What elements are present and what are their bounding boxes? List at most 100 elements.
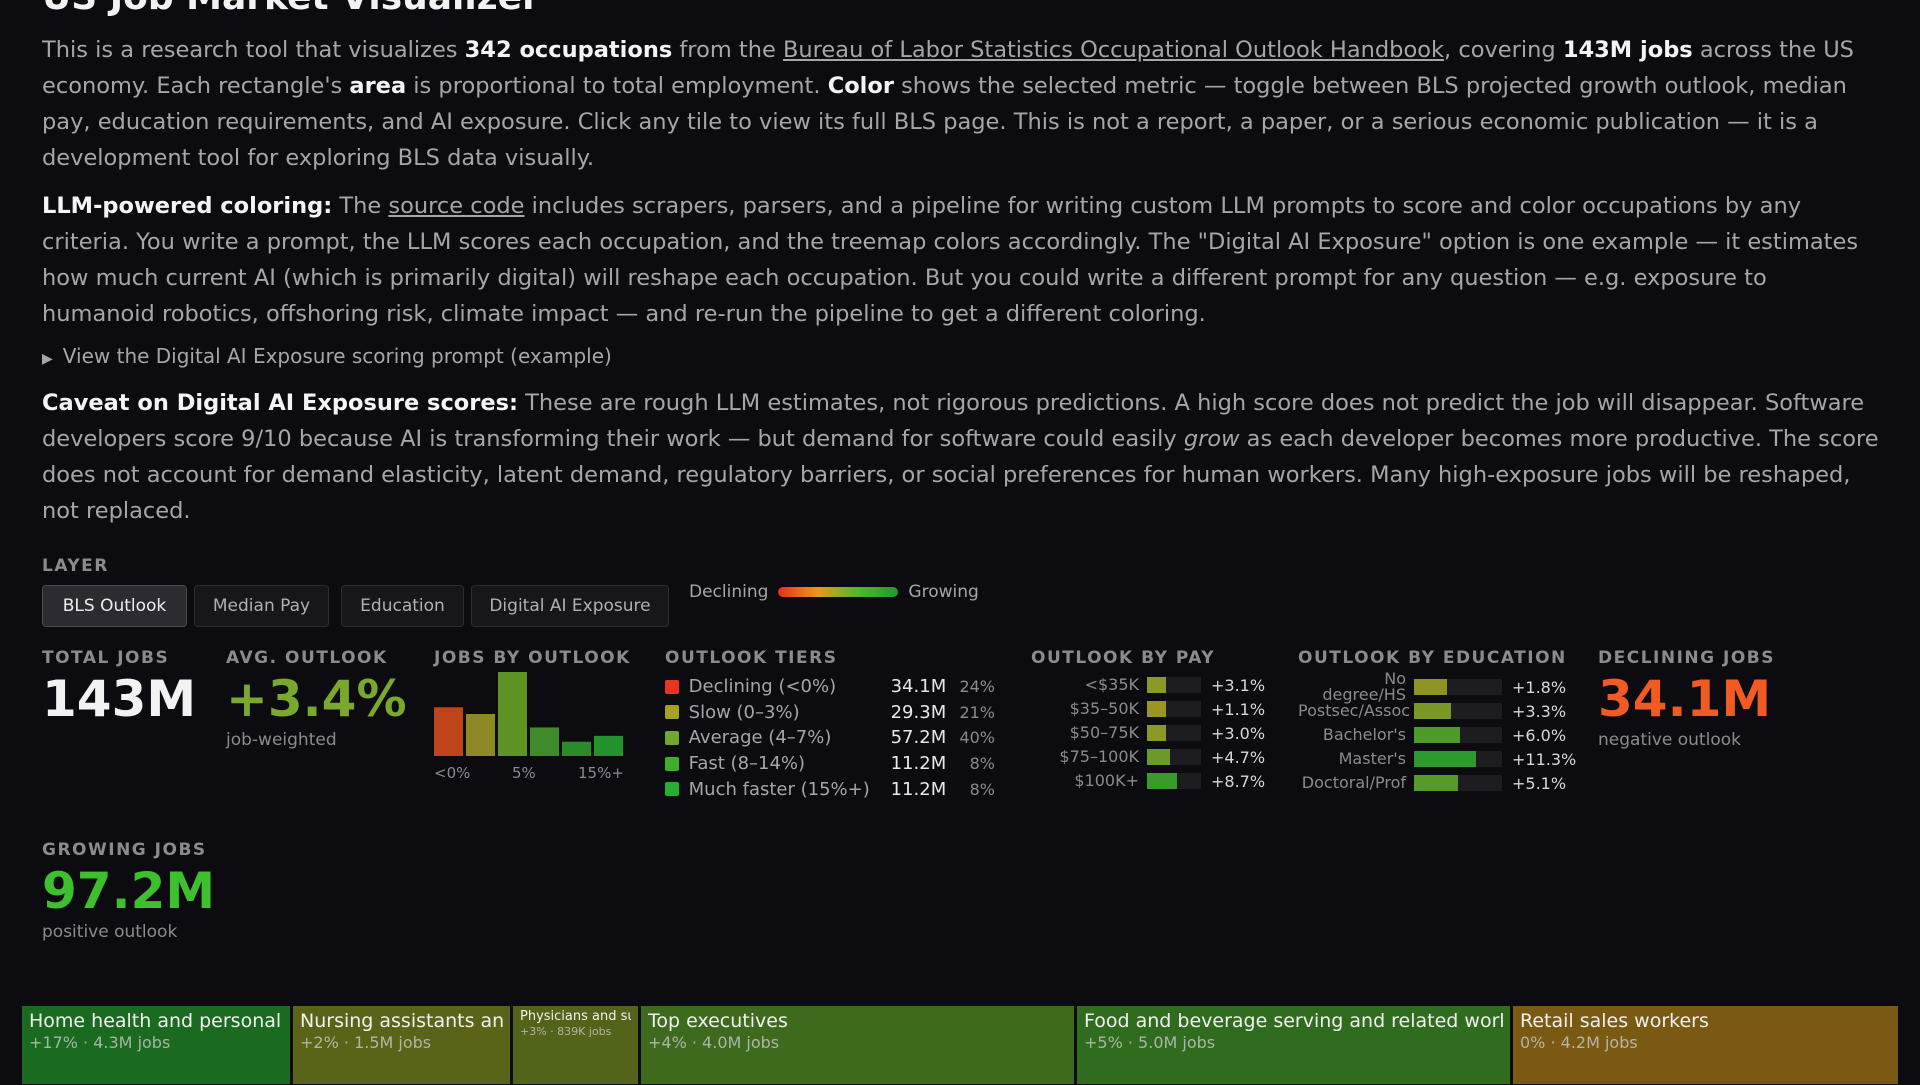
intro-bold-jobs: 143M jobs <box>1562 37 1693 63</box>
tile-name: Physicians and surgeons <box>520 1009 631 1024</box>
tile-stats: +4% · 4.0M jobs <box>648 1033 780 1052</box>
bar-track <box>1147 749 1201 765</box>
declining-jobs-sub: negative outlook <box>1598 730 1741 750</box>
tile-stats: +2% · 1.5M jobs <box>300 1033 432 1052</box>
bar-label: $75–100K <box>1059 747 1139 766</box>
bar-fill <box>1147 725 1167 741</box>
tier-swatch <box>665 730 679 745</box>
tier-swatch <box>665 782 679 797</box>
layer-button-median-pay[interactable]: Median Pay <box>194 585 329 627</box>
tier-jobs: 11.2M <box>890 778 947 800</box>
histogram-bar <box>562 741 591 756</box>
by-education-row: Doctoral/Prof +5.1% <box>1298 771 1576 795</box>
bar-fill <box>1414 751 1476 767</box>
outlook-by-education-label: OUTLOOK BY EDUCATION <box>1298 648 1567 668</box>
intro-text-2: from the <box>672 37 783 63</box>
bar-value: +3.0% <box>1211 723 1266 743</box>
treemap-tile[interactable]: Retail sales workers 0% · 4.2M jobs <box>1512 1005 1899 1085</box>
layer-button-bls-outlook[interactable]: BLS Outlook <box>42 585 187 627</box>
intro-text-6: shows the selected metric — toggle betwe… <box>42 73 1847 171</box>
tier-swatch <box>665 679 679 694</box>
bar-value: +8.7% <box>1211 771 1266 791</box>
legend-low-label: Declining <box>689 582 769 602</box>
tier-pct: 21% <box>959 702 995 722</box>
bar-value: +6.0% <box>1512 725 1567 745</box>
color-legend: Declining Growing <box>689 582 979 602</box>
intro-bold-occupations: 342 occupations <box>464 37 673 63</box>
tier-name: Fast (8–14%) <box>688 753 806 775</box>
outlook-tiers-label: OUTLOOK TIERS <box>665 648 838 668</box>
treemap-tile[interactable]: Physicians and surgeons+3% · 839K jobs <box>512 1005 639 1085</box>
llm-heading: LLM-powered coloring: <box>42 193 333 219</box>
tier-row: Average (4–7%) 57.2M 40% <box>665 725 995 751</box>
scoring-prompt-summary: View the Digital AI Exposure scoring pro… <box>62 344 612 368</box>
declining-jobs-label: DECLINING JOBS <box>1598 648 1775 668</box>
tier-row: Slow (0–3%) 29.3M 21% <box>665 700 995 726</box>
layer-button-ai-exposure[interactable]: Digital AI Exposure <box>471 585 669 627</box>
bar-track <box>1414 751 1502 767</box>
tier-swatch <box>665 756 679 771</box>
by-education-row: Bachelor's +6.0% <box>1298 723 1576 747</box>
tier-pct: 40% <box>959 728 995 748</box>
tile-stats: +17% · 4.3M jobs <box>29 1033 171 1052</box>
tile-stats: +3% · 839K jobs <box>520 1025 612 1038</box>
histogram-bar <box>498 672 527 756</box>
tier-jobs: 57.2M <box>890 727 947 749</box>
jobs-by-outlook-histogram <box>434 672 623 756</box>
outlook-by-pay-label: OUTLOOK BY PAY <box>1031 648 1216 668</box>
layer-label: LAYER <box>42 556 109 576</box>
bar-track <box>1147 773 1201 789</box>
caveat-paragraph: Caveat on Digital AI Exposure scores: Th… <box>42 385 1882 529</box>
intro-bold-area: area <box>349 73 407 99</box>
by-education-row: No degree/HS +1.8% <box>1298 671 1576 703</box>
treemap-tile[interactable]: Top executives +4% · 4.0M jobs <box>640 1005 1075 1085</box>
bar-value: +3.1% <box>1211 675 1266 695</box>
intro-text-3: , covering <box>1444 37 1563 63</box>
avg-outlook-sub: job-weighted <box>226 730 337 750</box>
scoring-prompt-toggle[interactable]: ▶ View the Digital AI Exposure scoring pr… <box>42 344 612 368</box>
tier-pct: 24% <box>959 677 995 697</box>
tile-name: Top executives <box>648 1010 788 1032</box>
bar-track <box>1147 677 1201 693</box>
legend-high-label: Growing <box>908 582 979 602</box>
tile-stats: +5% · 5.0M jobs <box>1084 1033 1216 1052</box>
growing-jobs-value: 97.2M <box>42 862 216 920</box>
caveat-heading: Caveat on Digital AI Exposure scores: <box>42 390 518 416</box>
source-code-link[interactable]: source code <box>388 193 525 219</box>
layer-button-education[interactable]: Education <box>341 585 464 627</box>
bar-fill <box>1414 727 1460 743</box>
treemap-tile[interactable]: Home health and personal care aides+17% … <box>21 1005 291 1085</box>
avg-outlook-label: AVG. OUTLOOK <box>226 648 388 668</box>
tier-swatch <box>665 705 679 720</box>
bar-track <box>1414 775 1502 791</box>
triangle-right-icon: ▶ <box>42 351 53 367</box>
bar-fill <box>1147 773 1178 789</box>
tier-row: Fast (8–14%) 11.2M 8% <box>665 751 995 777</box>
hist-axis-label-mid: 5% <box>512 764 536 782</box>
hist-axis-label-low: <0% <box>434 764 471 782</box>
histogram-bar <box>530 727 559 756</box>
total-jobs-value: 143M <box>42 670 197 728</box>
tile-name: Food and beverage serving and related wo… <box>1084 1010 1503 1032</box>
tile-name: Nursing assistants and orderlies <box>300 1010 503 1032</box>
declining-jobs-value: 34.1M <box>1598 670 1772 728</box>
bar-track <box>1414 703 1502 719</box>
treemap-tile[interactable]: Food and beverage serving and related wo… <box>1076 1005 1511 1085</box>
tier-name: Declining (<0%) <box>688 676 837 698</box>
intro-bold-color: Color <box>827 73 894 99</box>
histogram-bar <box>434 707 463 756</box>
outlook-by-pay-bars: <$35K +3.1% $35–50K +1.1% $50–75K +3.0% $75–10… <box>1031 673 1265 793</box>
bls-handbook-link[interactable]: Bureau of Labor Statistics Occupational … <box>782 37 1445 63</box>
bar-fill <box>1414 703 1451 719</box>
intro-text-5: is proportional to total employment. <box>406 73 828 99</box>
by-pay-row: <$35K +3.1% <box>1031 673 1266 697</box>
total-jobs-label: TOTAL JOBS <box>42 648 170 668</box>
tier-name: Average (4–7%) <box>688 727 832 749</box>
bar-fill <box>1147 701 1167 717</box>
jobs-by-outlook-label: JOBS BY OUTLOOK <box>434 648 631 668</box>
bar-label: $35–50K <box>1069 699 1139 718</box>
tier-pct: 8% <box>969 754 995 774</box>
treemap-tile[interactable]: Nursing assistants and orderlies+2% · 1.… <box>292 1005 511 1085</box>
tier-pct: 8% <box>969 779 995 799</box>
bar-fill <box>1147 749 1170 765</box>
